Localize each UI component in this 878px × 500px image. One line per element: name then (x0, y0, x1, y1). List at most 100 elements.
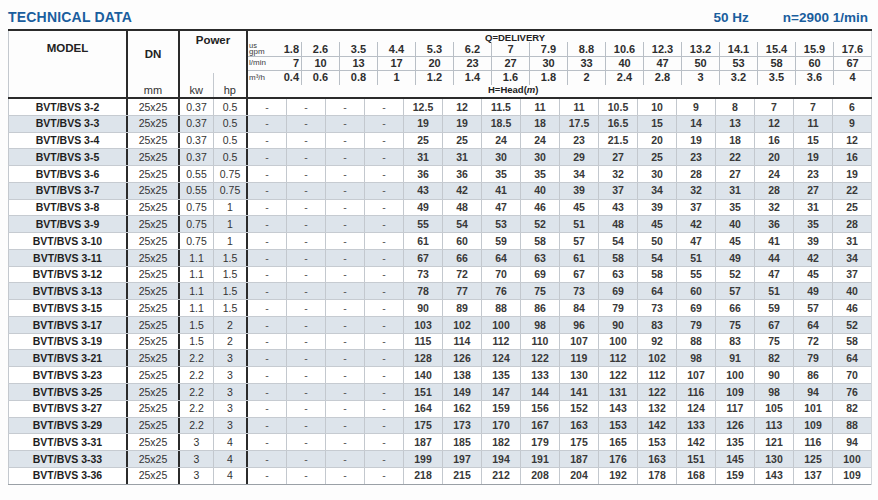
flow-row-lmin: l/min7101317202327303340475053586067 (248, 57, 871, 71)
model-cell: BVT/BVS 3-3 (8, 116, 128, 132)
head-value-cell: 60 (443, 233, 482, 249)
head-value-cell: 20 (638, 133, 677, 149)
table-row: BVT/BVS 3-17 25x25 1.5 2 ----10310210098… (8, 317, 871, 334)
head-value-cell: 40 (716, 216, 755, 232)
dn-cell: 25x25 (128, 149, 180, 165)
head-value-cell: 64 (794, 317, 833, 333)
head-value-cell: 145 (716, 451, 755, 467)
head-value-cell: - (287, 133, 326, 149)
head-value-cell: 39 (638, 200, 677, 216)
power-kw-cell: 2.2 (180, 401, 214, 417)
head-value-cell: 24 (755, 166, 794, 182)
flow-value-cell: 1.4 (453, 71, 491, 86)
head-value-cell: - (248, 183, 287, 199)
power-hp-cell: 4 (214, 451, 248, 467)
head-value-cell: 27 (794, 183, 833, 199)
power-hp-cell: 3 (214, 350, 248, 366)
head-value-cell: - (326, 367, 365, 383)
head-value-cell: 48 (599, 216, 638, 232)
head-value-cell: 45 (716, 233, 755, 249)
head-value-cell: 101 (794, 401, 833, 417)
head-value-cell: - (365, 166, 404, 182)
power-hp-cell: 0.5 (214, 133, 248, 149)
head-value-cell: 36 (404, 166, 443, 182)
head-value-cell: - (248, 367, 287, 383)
head-value-cell: - (248, 283, 287, 299)
head-value-cell: 91 (716, 350, 755, 366)
table-row: BVT/BVS 3-19 25x25 1.5 2 ----11511411211… (8, 334, 871, 351)
flow-value-cell: 17 (377, 57, 415, 70)
head-value-cell: - (326, 216, 365, 232)
head-value-cell: - (248, 418, 287, 434)
head-value-cell: 59 (755, 300, 794, 316)
head-value-cell: 12.5 (404, 99, 443, 115)
head-value-cell: - (248, 451, 287, 467)
power-kw-cell: 2.2 (180, 367, 214, 383)
dn-label: DN (145, 48, 162, 60)
power-kw-cell: 3 (180, 468, 214, 484)
head-value-cell: 44 (755, 250, 794, 266)
head-value-cell: - (287, 99, 326, 115)
flow-value-cell: 50 (681, 57, 719, 70)
table-row: BVT/BVS 3-7 25x25 0.55 0.75 ----43424140… (8, 183, 871, 200)
head-value-cell: - (287, 434, 326, 450)
head-value-cell: 76 (482, 283, 521, 299)
head-value-cell: 191 (521, 451, 560, 467)
head-value-cell: 8 (716, 99, 755, 115)
head-value-cell: 122 (638, 384, 677, 400)
table-row: BVT/BVS 3-11 25x25 1.1 1.5 ----676664636… (8, 250, 871, 267)
head-value-cell: - (365, 183, 404, 199)
head-value-cell: - (326, 434, 365, 450)
head-value-cell: 112 (482, 334, 521, 350)
head-value-cell: - (287, 367, 326, 383)
head-value-cell: 58 (638, 267, 677, 283)
head-value-cell: 70 (833, 367, 871, 383)
head-value-cell: 57 (794, 300, 833, 316)
head-value-cell: 25 (404, 133, 443, 149)
power-hp-cell: 3 (214, 401, 248, 417)
head-value-cell: 90 (404, 300, 443, 316)
head-value-cell: - (287, 166, 326, 182)
head-value-cell: 72 (443, 267, 482, 283)
head-value-cell: 51 (755, 283, 794, 299)
flow-value-cell: 13 (339, 57, 377, 70)
head-value-cell: 94 (833, 434, 871, 450)
flow-value-cell: 1.8 (529, 71, 567, 86)
head-value-cell: 22 (833, 183, 871, 199)
flow-row-gpm: usgpm1.82.63.54.45.36.277.98.810.612.313… (248, 42, 871, 57)
flow-unit-cell: usgpm1.8 (248, 42, 301, 56)
flow-value: 7 (293, 58, 299, 69)
head-value-cell: - (365, 350, 404, 366)
head-value-cell: 25 (443, 133, 482, 149)
dn-cell: 25x25 (128, 250, 180, 266)
model-cell: BVT/BVS 3-36 (8, 468, 128, 484)
head-value-cell: 69 (599, 283, 638, 299)
head-value-cell: 82 (755, 350, 794, 366)
head-value-cell: - (326, 133, 365, 149)
head-value-cell: - (326, 183, 365, 199)
head-value-cell: 46 (521, 200, 560, 216)
head-value-cell: 31 (443, 149, 482, 165)
head-value-cell: - (365, 149, 404, 165)
head-value-cell: 63 (599, 267, 638, 283)
head-value-cell: - (248, 350, 287, 366)
model-cell: BVT/BVS 3-15 (8, 300, 128, 316)
head-value-cell: 163 (638, 451, 677, 467)
head-value-cell: 14 (677, 116, 716, 132)
head-value-cell: 192 (599, 468, 638, 484)
head-value-cell: 37 (833, 267, 871, 283)
head-value-cell: 40 (833, 283, 871, 299)
head-value-cell: 144 (521, 384, 560, 400)
head-value-cell: 152 (560, 401, 599, 417)
head-value-cell: 105 (755, 401, 794, 417)
head-value-cell: 29 (560, 149, 599, 165)
power-hp-cell: 1.5 (214, 250, 248, 266)
head-value-cell: - (365, 317, 404, 333)
head-value-cell: - (365, 233, 404, 249)
delivery-label-row: Q=DELIVERY (248, 31, 871, 42)
model-cell: BVT/BVS 3-11 (8, 250, 128, 266)
model-cell: BVT/BVS 3-10 (8, 233, 128, 249)
head-value-cell: 30 (521, 149, 560, 165)
head-value-cell: 23 (794, 166, 833, 182)
head-value-cell: 25 (638, 149, 677, 165)
